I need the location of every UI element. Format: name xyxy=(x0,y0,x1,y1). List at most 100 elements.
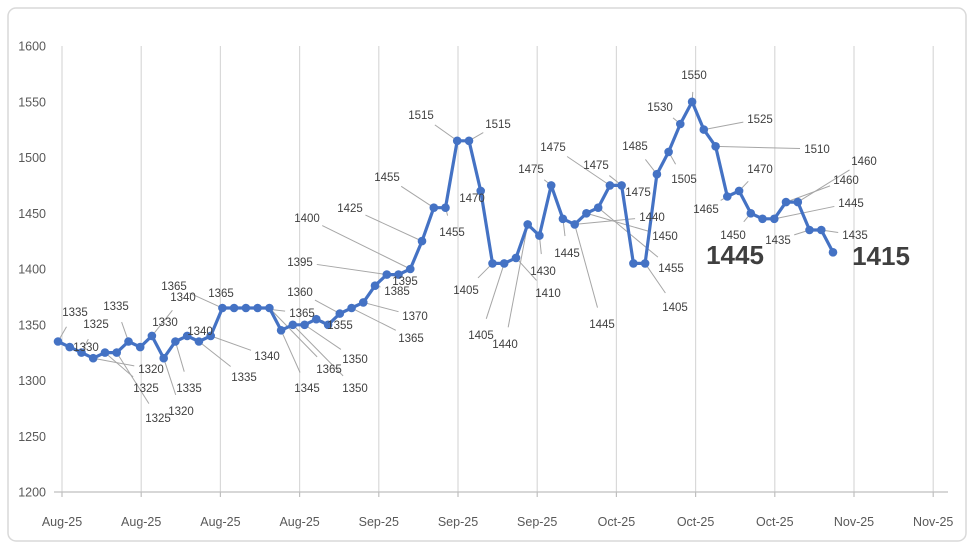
data-point xyxy=(558,214,568,224)
data-label: 1475 xyxy=(583,160,609,172)
data-point xyxy=(441,203,450,212)
data-label: 1530 xyxy=(647,102,673,114)
data-label: 1400 xyxy=(294,213,320,225)
data-labels: 1335133013251335132013251325133013201335… xyxy=(62,70,877,425)
data-label: 1350 xyxy=(342,383,368,395)
y-tick-labels: 1200 1250 1300 1350 1400 1450 1500 1550 1600 xyxy=(18,40,46,500)
data-label: 1405 xyxy=(468,330,494,342)
leader-line xyxy=(703,121,744,131)
data-label: 1440 xyxy=(492,339,518,351)
data-point xyxy=(605,181,615,190)
x-axis xyxy=(54,491,948,497)
data-point xyxy=(711,142,720,151)
leader-line xyxy=(797,169,850,203)
data-point xyxy=(312,314,321,324)
y-tick-label: 1300 xyxy=(18,374,46,388)
data-label: 1450 xyxy=(652,231,678,243)
data-point xyxy=(793,197,803,207)
data-label: 1450 xyxy=(720,230,746,242)
data-point xyxy=(100,348,110,357)
data-point xyxy=(770,214,779,224)
x-tick-label: Oct-25 xyxy=(756,515,794,529)
leader-line xyxy=(715,145,801,150)
x-tick-labels: Aug-25 Aug-25 Aug-25 Aug-25 Sep-25 Sep-25 Sep-… xyxy=(42,515,954,529)
data-point xyxy=(323,320,333,330)
data-point xyxy=(523,220,532,229)
x-tick-label: Aug-25 xyxy=(200,515,240,529)
data-point xyxy=(229,303,239,313)
label-leader-lines xyxy=(57,91,850,404)
leader-line xyxy=(434,124,458,142)
data-point xyxy=(218,303,227,313)
data-point xyxy=(464,136,474,146)
data-point xyxy=(300,320,309,330)
data-points xyxy=(53,97,838,363)
data-label: 1325 xyxy=(145,413,171,425)
data-point xyxy=(535,231,544,240)
x-tick-label: Aug-25 xyxy=(279,515,319,529)
leader-line xyxy=(507,224,529,328)
x-tick-label: Oct-25 xyxy=(598,515,636,529)
data-label: 1385 xyxy=(384,286,410,298)
data-label: 1330 xyxy=(73,342,99,354)
data-label: 1445 xyxy=(589,319,615,331)
data-label: 1435 xyxy=(842,230,868,242)
y-tick-label: 1550 xyxy=(18,95,46,109)
annotation-1415: 1415 xyxy=(852,241,910,271)
data-point xyxy=(488,259,497,268)
data-point xyxy=(88,353,98,363)
data-label: 1475 xyxy=(625,187,651,199)
data-point xyxy=(265,303,274,313)
leader-line xyxy=(322,225,411,270)
data-point xyxy=(253,303,262,313)
x-tick-label: Aug-25 xyxy=(42,515,82,529)
leader-line xyxy=(644,263,666,294)
leader-line xyxy=(174,341,185,372)
data-point xyxy=(758,214,767,224)
data-point xyxy=(687,97,697,107)
leader-line xyxy=(365,214,423,242)
data-label: 1405 xyxy=(662,302,688,314)
x-tick-label: Nov-25 xyxy=(913,515,953,529)
data-point xyxy=(781,197,791,207)
data-label: 1445 xyxy=(554,248,580,260)
leader-line xyxy=(104,352,134,378)
data-point xyxy=(546,181,556,190)
data-label: 1325 xyxy=(133,383,159,395)
data-point xyxy=(53,337,63,346)
x-tick-label: Nov-25 xyxy=(834,515,874,529)
data-point xyxy=(65,342,74,352)
data-point xyxy=(676,119,685,129)
y-tick-label: 1450 xyxy=(18,207,46,221)
data-point xyxy=(359,298,368,307)
data-label: 1460 xyxy=(851,156,877,168)
data-point xyxy=(182,331,192,341)
leader-line xyxy=(304,324,342,350)
data-label: 1435 xyxy=(765,235,791,247)
data-point xyxy=(452,136,462,146)
leader-line xyxy=(93,357,135,367)
x-tick-label: Sep-25 xyxy=(517,515,557,529)
leader-line xyxy=(515,257,537,281)
chart-frame xyxy=(7,7,967,542)
data-label: 1515 xyxy=(408,110,434,122)
leader-line xyxy=(151,309,173,337)
data-point xyxy=(817,225,826,235)
data-point xyxy=(382,270,392,279)
data-label: 1340 xyxy=(187,326,213,338)
data-point xyxy=(147,331,157,341)
data-label: 1455 xyxy=(374,172,400,184)
leader-line xyxy=(574,218,636,225)
y-tick-label: 1500 xyxy=(18,151,46,165)
data-label: 1395 xyxy=(287,257,313,269)
data-label: 1335 xyxy=(176,383,202,395)
data-label: 1335 xyxy=(231,372,257,384)
leader-line xyxy=(574,224,598,308)
data-point xyxy=(476,186,486,196)
data-point xyxy=(429,203,439,212)
data-label: 1405 xyxy=(453,285,479,297)
leader-line xyxy=(292,324,344,377)
data-label: 1365 xyxy=(398,333,424,345)
y-tick-label: 1200 xyxy=(18,486,46,500)
